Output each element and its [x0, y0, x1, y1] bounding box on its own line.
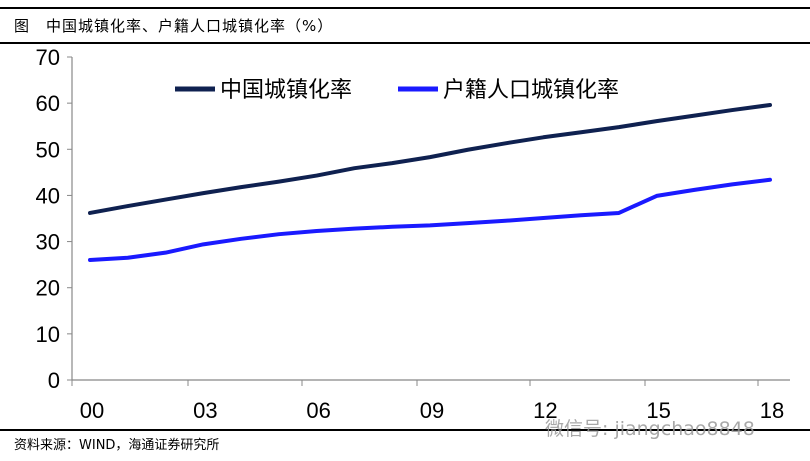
series-line-2 [88, 177, 772, 263]
series-line-1 [88, 102, 772, 215]
source-note: 资料来源：WIND，海通证券研究所 [14, 438, 220, 453]
y-tick-label: 60 [36, 91, 60, 116]
top-rule [0, 7, 810, 9]
x-tick-label: 18 [760, 398, 784, 423]
watermark: 微信号: jiangchao8848 [545, 418, 755, 440]
x-tick-label: 15 [646, 398, 670, 423]
figure-title: 图 中国城镇化率、户籍人口城镇化率（%） [14, 17, 334, 35]
x-tick-label: 03 [193, 398, 217, 423]
legend-label: 户籍人口城镇化率 [443, 78, 619, 103]
legend-label: 中国城镇化率 [220, 78, 352, 103]
x-tick-label: 06 [306, 398, 330, 423]
y-tick-label: 70 [36, 45, 60, 70]
y-tick-label: 50 [36, 137, 60, 162]
x-tick-label: 09 [420, 398, 444, 423]
y-tick-label: 40 [36, 183, 60, 208]
y-tick-label: 0 [48, 368, 60, 393]
x-tick-label: 00 [80, 398, 104, 423]
x-tick-label: 12 [533, 398, 557, 423]
y-tick-label: 10 [36, 322, 60, 347]
y-tick-label: 20 [36, 276, 60, 301]
bottom-rule [0, 429, 810, 431]
title-rule [0, 42, 810, 44]
y-tick-label: 30 [36, 230, 60, 255]
